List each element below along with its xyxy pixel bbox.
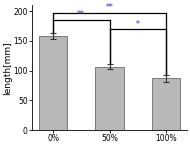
Bar (39, 36, 67, 130)
Bar (152, 78, 180, 130)
Bar (95, 67, 124, 130)
Text: *: * (136, 20, 140, 28)
Y-axis label: length[mm]: length[mm] (3, 41, 12, 94)
Text: **: ** (106, 4, 113, 12)
Text: **: ** (77, 10, 85, 19)
